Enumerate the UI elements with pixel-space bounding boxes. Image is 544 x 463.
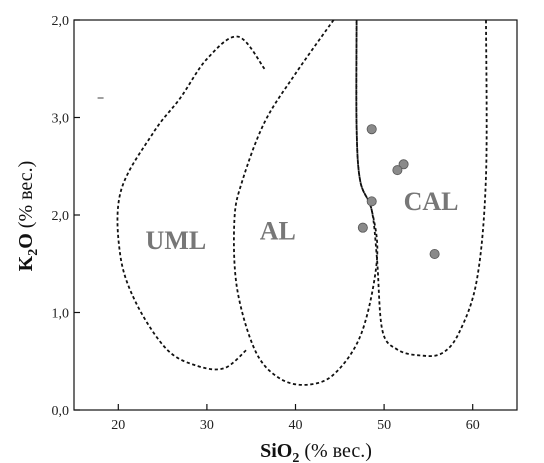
x-axis-title: SiO2 (% вес.) xyxy=(260,440,372,463)
field-label-cal: CAL xyxy=(404,187,459,216)
x-tick-label: 30 xyxy=(200,418,214,433)
classification-fields xyxy=(116,19,488,386)
y-axis-title-rest: O xyxy=(15,233,37,249)
data-point xyxy=(366,124,377,135)
x-axis: 20 30 40 50 60 xyxy=(111,404,480,433)
y-axis-title-main: K xyxy=(15,255,37,271)
y-tick-label: 2,0 xyxy=(52,209,70,224)
x-tick-label: 20 xyxy=(111,418,125,433)
data-point xyxy=(398,159,409,170)
y-tick-label: 0,0 xyxy=(52,404,70,419)
data-point xyxy=(357,222,368,233)
data-point xyxy=(392,165,403,176)
x-axis-title-main: SiO xyxy=(260,440,292,462)
field-labels: UML AL CAL xyxy=(146,187,459,255)
field-boundary-uml xyxy=(116,35,266,371)
y-tick-label: 3,0 xyxy=(52,112,70,127)
x-axis-title-sub: 2 xyxy=(292,451,299,463)
field-label-al: AL xyxy=(260,216,296,245)
y-tick-label: 1,0 xyxy=(52,307,70,322)
x-axis-title-unit: (% вес.) xyxy=(299,440,372,462)
x-tick-label: 40 xyxy=(289,418,303,433)
y-tick-label: 2,0 xyxy=(52,14,70,29)
y-axis-title: K2O (% вес.) xyxy=(15,161,41,272)
x-tick-label: 50 xyxy=(377,418,391,433)
y-axis-title-unit: (% вес.) xyxy=(15,161,37,234)
data-points xyxy=(357,124,440,259)
y-axis: 0,0 1,0 2,0 3,0 2,0 xyxy=(52,14,80,419)
data-point xyxy=(366,196,377,207)
y-axis-title-sub: 2 xyxy=(26,249,41,256)
field-label-uml: UML xyxy=(146,226,207,255)
x-tick-label: 60 xyxy=(466,418,480,433)
data-point xyxy=(429,248,440,259)
